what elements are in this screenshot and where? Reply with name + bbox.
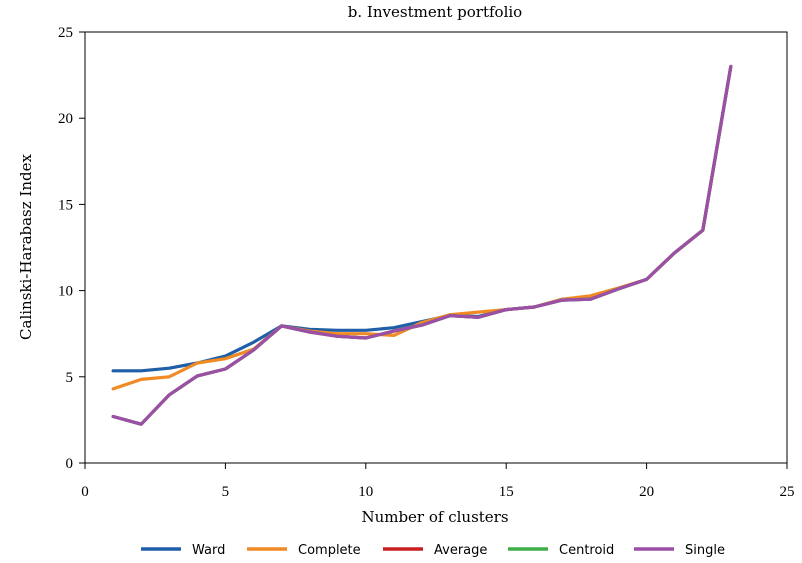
- series-line-complete: [111, 64, 733, 391]
- y-tick-label: 10: [58, 284, 73, 300]
- y-axis: 0 5 10 15 20 25: [58, 25, 85, 472]
- x-tick-label: 5: [222, 484, 230, 500]
- y-tick-label: 5: [66, 370, 74, 386]
- legend-label-ward: Ward: [192, 543, 225, 558]
- y-axis-label: Calinski-Harabasz Index: [17, 154, 35, 340]
- series-line-centroid: [111, 64, 733, 426]
- legend-label-complete: Complete: [298, 543, 361, 558]
- legend-label-centroid: Centroid: [559, 543, 614, 558]
- series-line-single: [111, 64, 733, 426]
- series-lines: [111, 64, 733, 426]
- chart-title: b. Investment portfolio: [348, 3, 522, 21]
- y-tick-label: 20: [58, 111, 73, 127]
- x-axis: 0 5 10 15 20 25: [81, 463, 795, 500]
- x-axis-label: Number of clusters: [361, 508, 508, 526]
- legend-label-single: Single: [685, 543, 725, 558]
- x-tick-label: 20: [639, 484, 654, 500]
- series-line-average: [111, 64, 733, 426]
- y-tick-label: 15: [58, 197, 73, 213]
- legend-label-average: Average: [434, 543, 487, 558]
- x-tick-label: 0: [81, 484, 89, 500]
- x-tick-label: 25: [780, 484, 795, 500]
- legend: Ward Complete Average Centroid Single: [141, 543, 725, 558]
- x-tick-label: 15: [499, 484, 514, 500]
- y-tick-label: 25: [58, 25, 73, 41]
- plot-area-frame: [84, 31, 788, 464]
- x-tick-label: 10: [358, 484, 373, 500]
- y-tick-label: 0: [66, 456, 74, 472]
